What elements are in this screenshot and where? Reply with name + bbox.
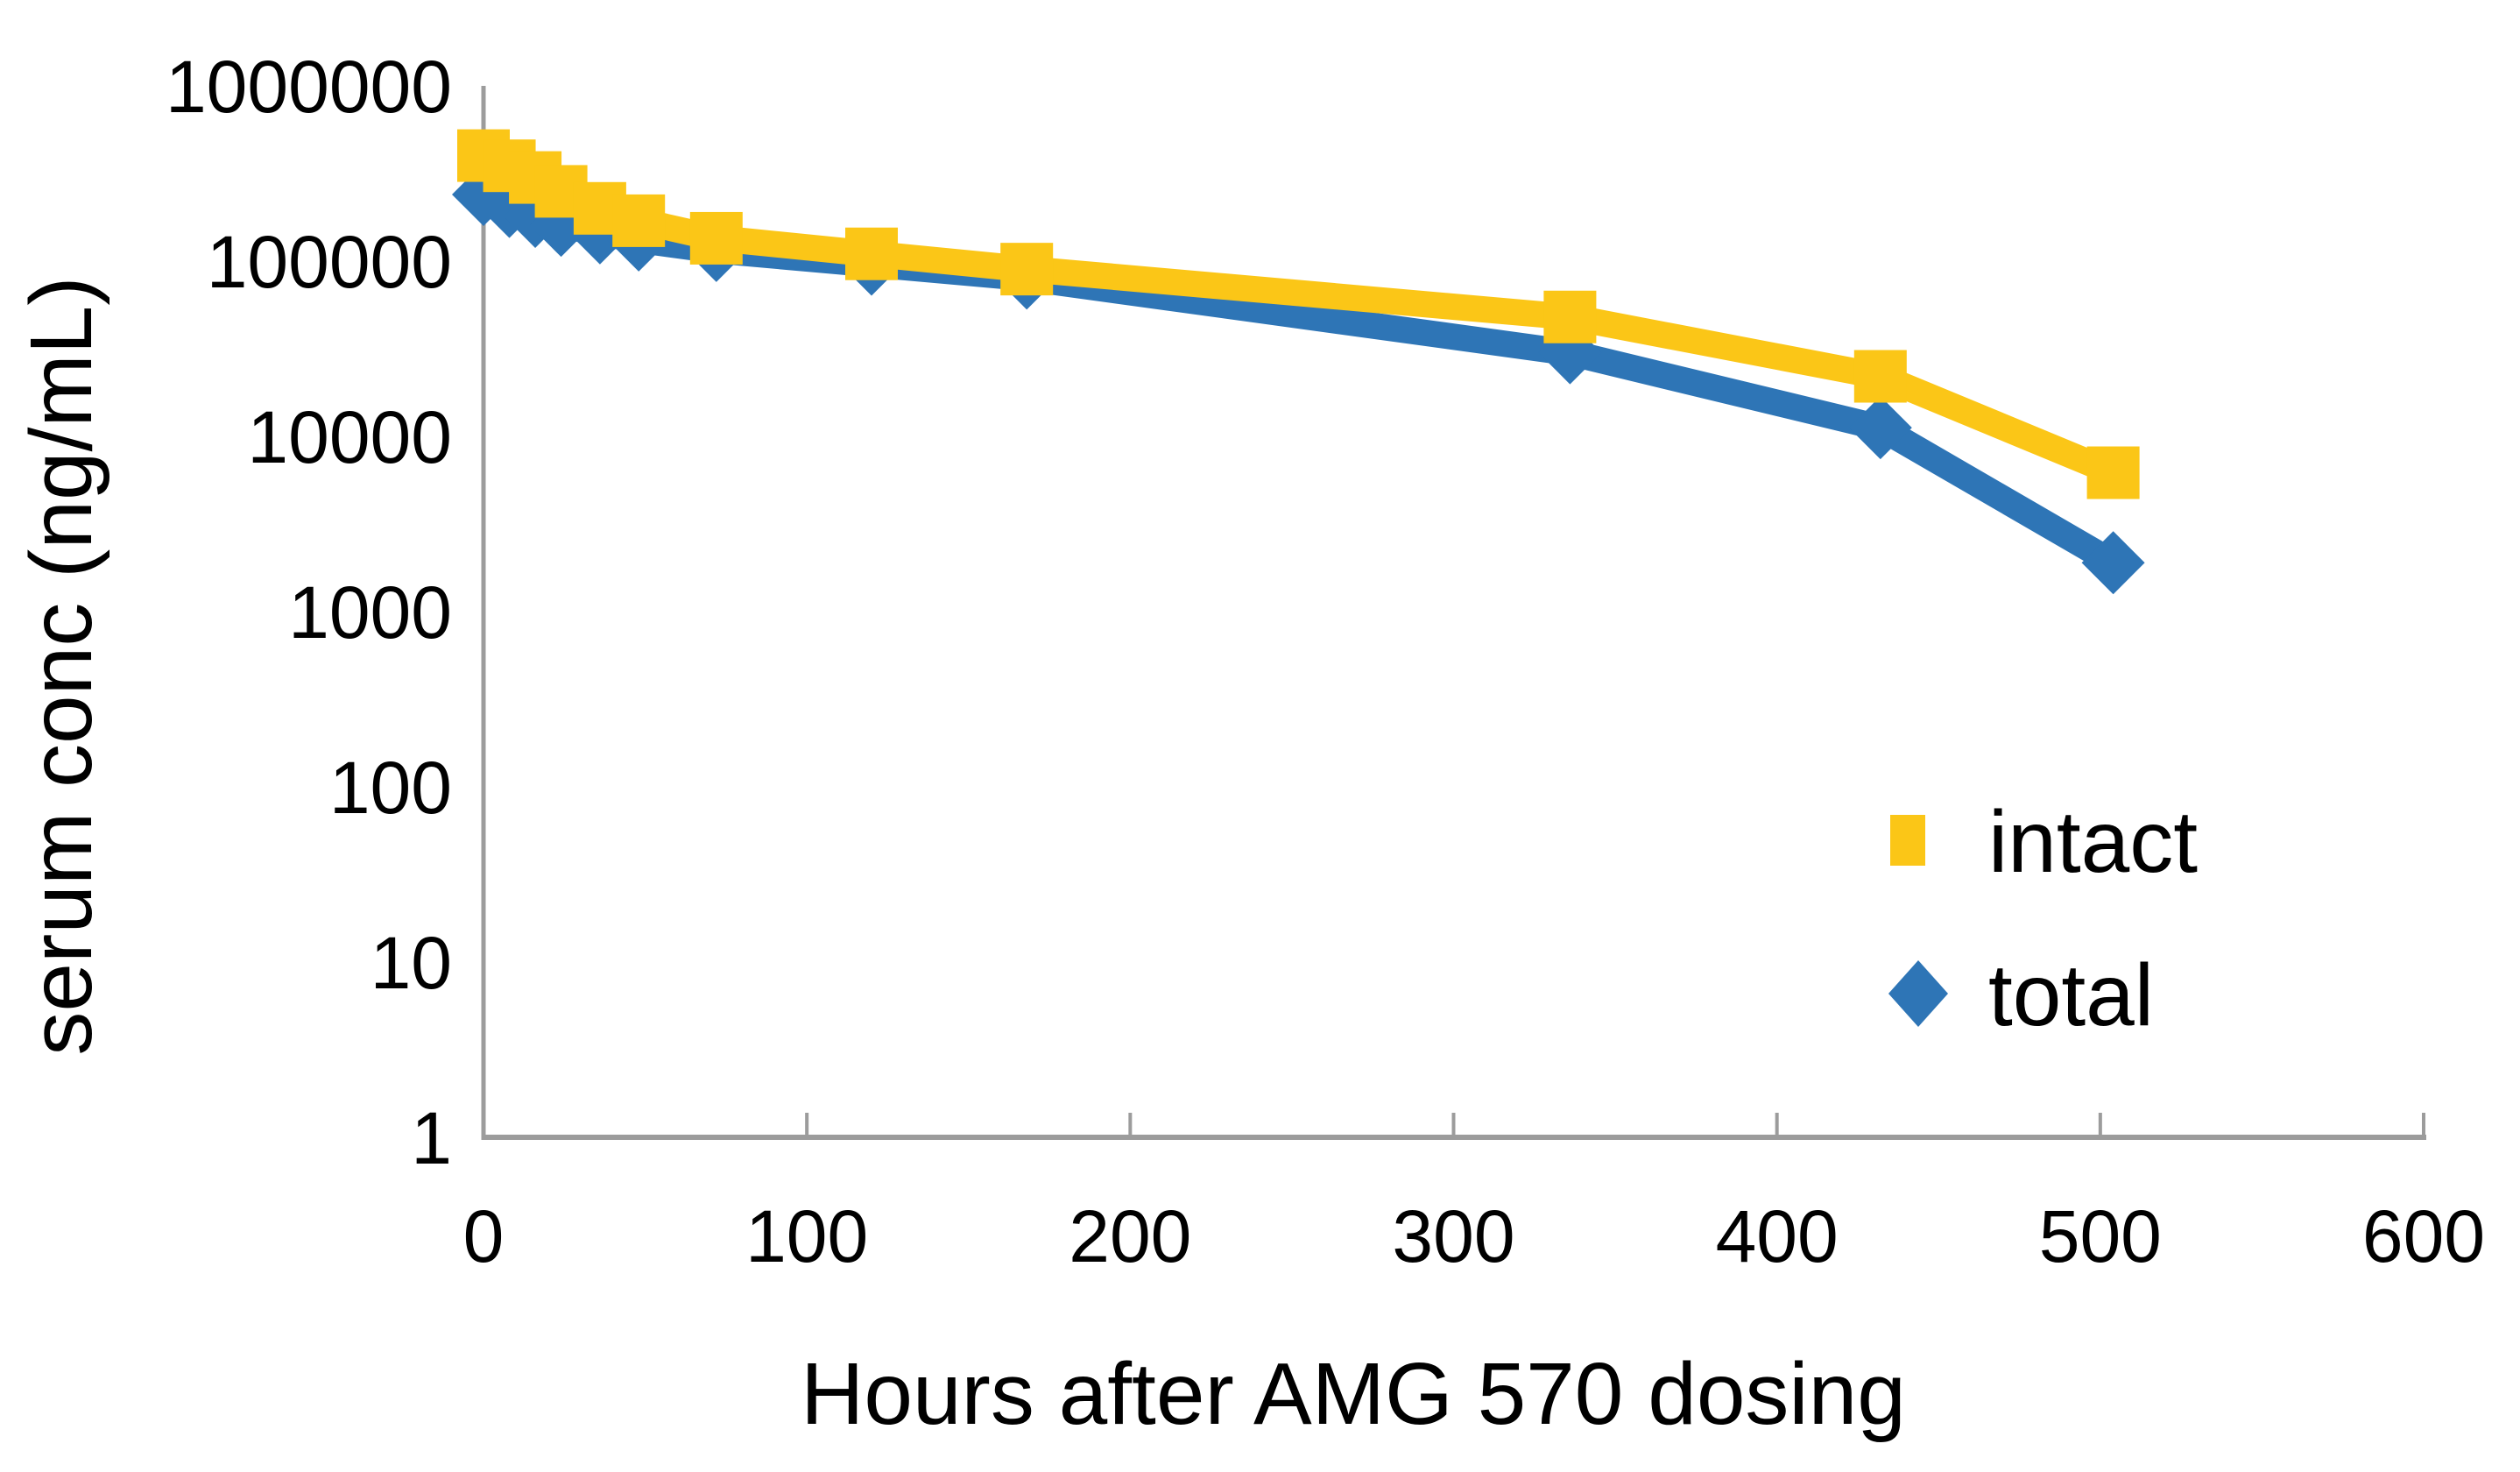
legend-label-total: total: [1988, 946, 2154, 1044]
legend-label-intact: intact: [1988, 793, 2198, 891]
data-point-intact: [845, 227, 898, 280]
data-point-intact: [1853, 350, 1907, 403]
series-layer: [452, 129, 2145, 595]
y-tick-label: 10000: [247, 396, 452, 478]
y-tick-label: 1: [411, 1097, 452, 1179]
data-point-intact: [2086, 446, 2140, 499]
y-tick-label: 10: [371, 922, 452, 1004]
legend-square-icon: [1890, 815, 1925, 866]
data-point-intact: [1543, 290, 1597, 343]
y-tick-label: 1000000: [166, 46, 452, 128]
x-tick-label: 200: [1069, 1195, 1191, 1277]
data-point-total: [1848, 396, 1912, 460]
x-tick-label: 100: [745, 1195, 868, 1277]
y-axis-title: serum conc (ng/mL): [12, 276, 110, 1055]
x-tick-label: 600: [2362, 1195, 2485, 1277]
y-tick-label: 1000: [288, 571, 452, 654]
y-tick-label: 100000: [207, 221, 452, 303]
data-point-intact: [689, 211, 743, 265]
legend-item-total: total: [1888, 946, 2154, 1044]
data-point-intact: [1000, 243, 1054, 296]
legend-item-intact: intact: [1890, 793, 2198, 891]
data-point-total: [2081, 531, 2145, 595]
legend: intact total: [1888, 793, 2198, 1044]
x-tick-label: 500: [2039, 1195, 2162, 1277]
x-axis-title: Hours after AMG 570 dosing: [801, 1345, 1906, 1443]
y-tick-label: 100: [329, 747, 452, 829]
x-tick-label: 300: [1392, 1195, 1514, 1277]
x-tick-label: 400: [1716, 1195, 1839, 1277]
legend-diamond-icon: [1888, 960, 1948, 1027]
data-point-intact: [612, 194, 666, 247]
x-tick-label: 0: [463, 1195, 505, 1277]
axes: 0 100 200 300 400 500 600 1 10 100 1000 10000 100000…: [166, 46, 2485, 1277]
